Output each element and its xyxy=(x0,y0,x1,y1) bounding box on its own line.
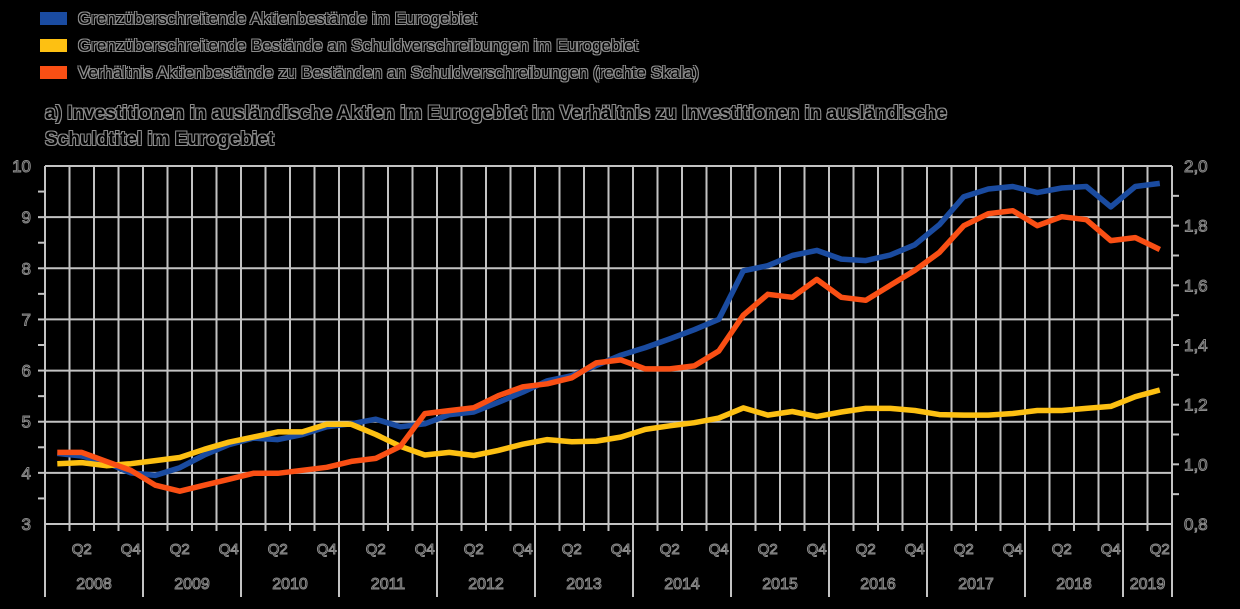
axis-label: 8 xyxy=(22,259,31,278)
axis-label: Q4 xyxy=(121,541,141,558)
legend-label-ratio: Verhältnis Aktienbestände zu Beständen a… xyxy=(78,63,699,82)
axis-label: Q2 xyxy=(170,541,190,558)
axis-label: 2010 xyxy=(272,576,308,593)
horizontal-gridlines xyxy=(45,165,1172,525)
axis-label: 5 xyxy=(22,413,31,432)
axis-label: 2,0 xyxy=(1184,157,1208,176)
legend-label-equities: Grenzüberschreitende Aktienbestände im E… xyxy=(78,9,477,28)
series-line-1 xyxy=(57,387,1161,469)
axis-label: 2019 xyxy=(1130,576,1166,593)
axis-label: Q2 xyxy=(660,541,680,558)
axis-label: Q4 xyxy=(1003,541,1023,558)
axis-label: Q2 xyxy=(856,541,876,558)
axis-label: Q4 xyxy=(807,541,827,558)
axis-label: Q2 xyxy=(562,541,582,558)
axis-label: 0,8 xyxy=(1184,515,1208,534)
axis-label: 2014 xyxy=(664,576,700,593)
axis-label: 1,0 xyxy=(1184,455,1208,474)
axis-label: 2013 xyxy=(566,576,602,593)
axis-label: 7 xyxy=(22,310,31,329)
axis-label: 2015 xyxy=(762,576,798,593)
legend: Grenzüberschreitende Aktienbestände im E… xyxy=(40,5,699,86)
axis-label: Q4 xyxy=(219,541,239,558)
chart-title: a) Investitionen in ausländische Aktien … xyxy=(45,101,1215,153)
axis-label: Q2 xyxy=(1150,541,1170,558)
legend-swatch-debt-securities xyxy=(40,39,67,52)
axis-label: 2009 xyxy=(174,576,210,593)
axis-label: 2012 xyxy=(468,576,504,593)
axis-label: 9 xyxy=(22,208,31,227)
axis-label: Q2 xyxy=(72,541,92,558)
vertical-gridlines xyxy=(44,166,1173,524)
axis-label: Q2 xyxy=(758,541,778,558)
axis-label: 1,4 xyxy=(1184,336,1208,355)
axis-label: Q4 xyxy=(1101,541,1121,558)
chart-title-line1: a) Investitionen in ausländische Aktien … xyxy=(45,103,947,124)
right-axis-labels: 2,0 1,8 1,6 1,4 1,2 1,0 0,8 xyxy=(1184,157,1209,535)
x-axis-labels: Q2 Q4 2008 Q2 Q4 2009 Q2 Q4 2010 Q2 Q4 2011 Q2 Q4 2012… xyxy=(71,541,1170,594)
axis-label: 1,2 xyxy=(1184,396,1208,415)
legend-item-ratio: Verhältnis Aktienbestände zu Beständen a… xyxy=(40,59,699,86)
legend-label-debt-securities: Grenzüberschreitende Bestände an Schuldv… xyxy=(78,36,639,55)
axis-label: 2008 xyxy=(76,576,112,593)
axis-label: 4 xyxy=(22,464,31,483)
left-axis-labels: 10 9 8 7 6 5 4 3 xyxy=(12,157,32,535)
axis-label: Q4 xyxy=(415,541,435,558)
axis-label: Q4 xyxy=(513,541,533,558)
series-line-2 xyxy=(57,207,1162,494)
axis-label: Q2 xyxy=(464,541,484,558)
axis-label: 2017 xyxy=(958,576,994,593)
legend-swatch-equities xyxy=(40,12,67,25)
axis-label: 2018 xyxy=(1056,576,1092,593)
axis-label: Q4 xyxy=(611,541,631,558)
axis-label: 1,8 xyxy=(1184,217,1208,236)
axis-label: Q2 xyxy=(954,541,974,558)
axis-label: Q2 xyxy=(366,541,386,558)
axis-label: Q2 xyxy=(268,541,288,558)
axis-label: 2016 xyxy=(860,576,896,593)
axis-label: 3 xyxy=(22,515,31,534)
axis-label: Q4 xyxy=(317,541,337,558)
axis-label: Q2 xyxy=(1052,541,1072,558)
axis-label: 6 xyxy=(22,362,31,381)
axis-label: Q4 xyxy=(905,541,925,558)
year-separators xyxy=(44,524,1173,597)
legend-item-debt-securities: Grenzüberschreitende Bestände an Schuldv… xyxy=(40,32,699,59)
axis-label: 1,6 xyxy=(1184,276,1208,295)
axis-label: Q4 xyxy=(709,541,729,558)
axis-label: 10 xyxy=(12,157,31,176)
axis-label: 2011 xyxy=(371,576,406,593)
chart-title-line2: Schuldtitel im Eurogebiet xyxy=(45,129,275,150)
legend-item-equities: Grenzüberschreitende Aktienbestände im E… xyxy=(40,5,699,32)
legend-swatch-ratio xyxy=(40,66,67,79)
